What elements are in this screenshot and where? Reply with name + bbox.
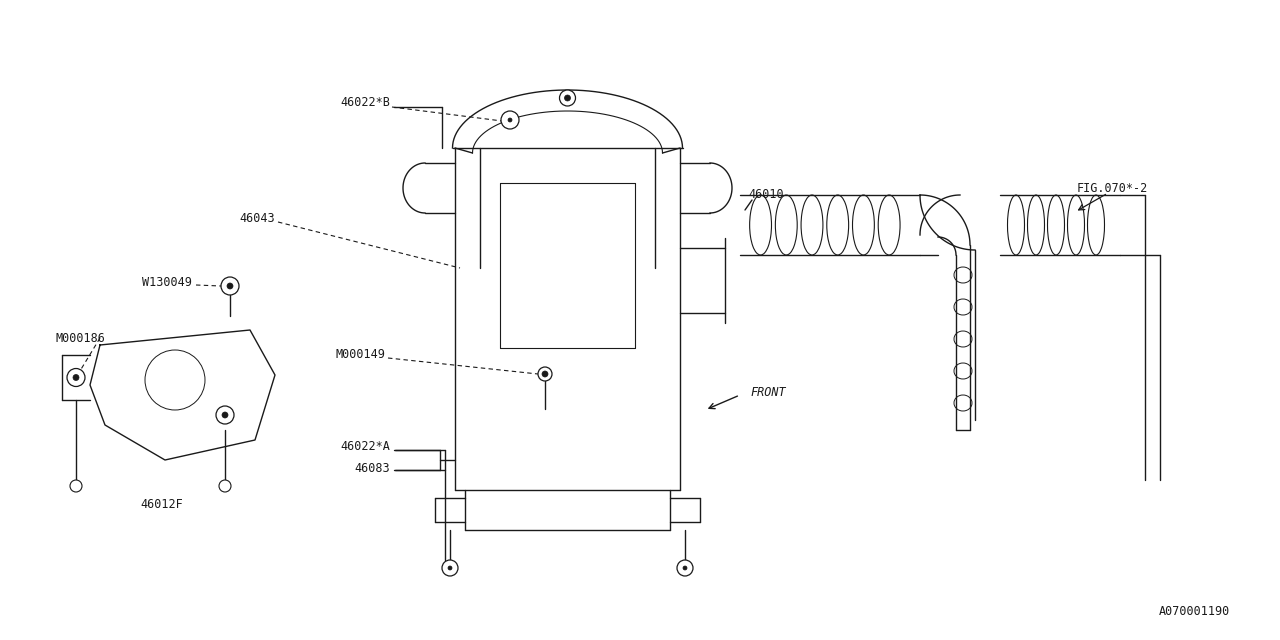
Circle shape: [70, 480, 82, 492]
Circle shape: [227, 283, 233, 289]
Text: 46083: 46083: [355, 461, 390, 474]
Circle shape: [216, 406, 234, 424]
Circle shape: [73, 374, 79, 381]
Circle shape: [541, 371, 548, 377]
Circle shape: [500, 111, 518, 129]
Circle shape: [221, 412, 228, 418]
Text: FIG.070*-2: FIG.070*-2: [1076, 182, 1148, 195]
Circle shape: [538, 367, 552, 381]
Text: 46022*A: 46022*A: [340, 440, 390, 454]
Text: M000149: M000149: [335, 349, 385, 362]
Text: 46043: 46043: [239, 211, 275, 225]
Circle shape: [677, 560, 692, 576]
Text: M000186: M000186: [55, 332, 105, 344]
Circle shape: [564, 95, 571, 101]
Text: 46022*B: 46022*B: [340, 95, 390, 109]
Text: A070001190: A070001190: [1158, 605, 1230, 618]
Circle shape: [67, 369, 84, 387]
Text: W130049: W130049: [142, 275, 192, 289]
Circle shape: [442, 560, 458, 576]
Text: 46010: 46010: [748, 189, 783, 202]
Circle shape: [221, 277, 239, 295]
Circle shape: [219, 480, 230, 492]
Circle shape: [684, 566, 687, 570]
Circle shape: [448, 566, 452, 570]
Text: 46012F: 46012F: [141, 499, 183, 511]
Circle shape: [508, 118, 512, 122]
Text: FRONT: FRONT: [750, 387, 786, 399]
Circle shape: [559, 90, 576, 106]
